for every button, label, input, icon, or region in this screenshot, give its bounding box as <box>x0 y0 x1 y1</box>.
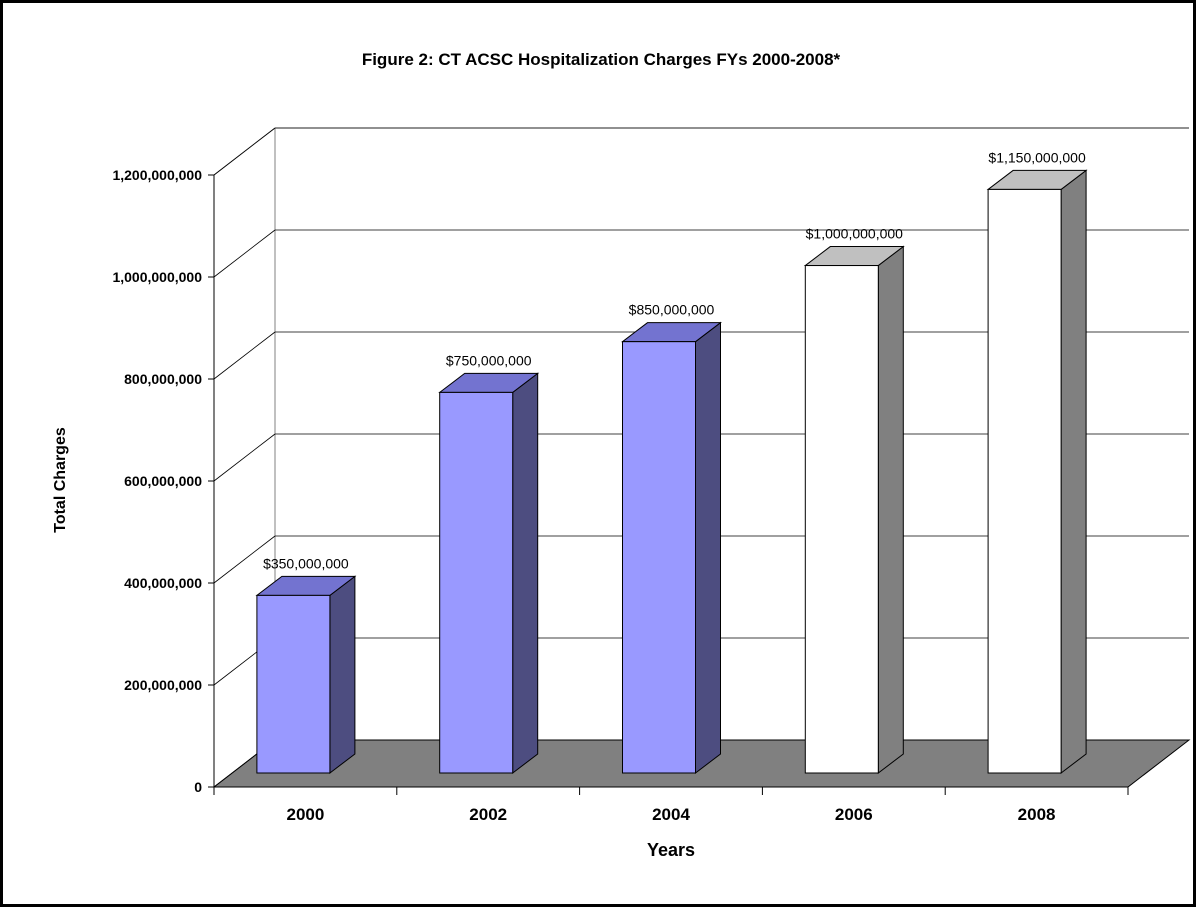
bar-2004 <box>621 321 722 775</box>
gridline-side <box>213 229 276 278</box>
y-tick-label: 1,200,000,000 <box>112 167 202 183</box>
bar-front <box>439 391 514 774</box>
y-tick-label: 600,000,000 <box>124 473 202 489</box>
bar-2008 <box>986 169 1088 775</box>
bar-front <box>987 188 1062 774</box>
bar-2000 <box>255 575 357 775</box>
bar-front <box>256 594 331 774</box>
chart-title: Figure 2: CT ACSC Hospitalization Charge… <box>362 50 841 69</box>
data-label-2000: $350,000,000 <box>263 555 349 571</box>
y-axis-label: Total Charges <box>52 427 69 533</box>
tick-labels: 0 200,000,000 400,000,000 600,000,000 800,00… <box>112 167 1055 824</box>
y-tick-label: 1,000,000,000 <box>112 269 202 285</box>
x-tick-label-2006: 2006 <box>835 805 873 824</box>
bar-front <box>804 265 879 774</box>
gridline-side <box>213 331 276 380</box>
gridline-side <box>213 535 276 584</box>
bar-side <box>512 372 539 775</box>
data-labels: $350,000,000 $750,000,000 $850,000,000 $1,0… <box>263 149 1086 571</box>
x-axis-label: Years <box>647 840 695 860</box>
gridline-side <box>213 433 276 482</box>
data-label-2002: $750,000,000 <box>446 352 532 368</box>
axes <box>208 174 1129 795</box>
y-tick-label: 200,000,000 <box>124 677 202 693</box>
data-label-2008: $1,150,000,000 <box>988 149 1086 165</box>
bar-front <box>622 341 696 774</box>
bar-chart: $350,000,000 $750,000,000 $850,000,000 $1,0… <box>52 50 1191 860</box>
bar-2002 <box>438 372 540 775</box>
x-tick-label-2000: 2000 <box>286 805 324 824</box>
bar-side <box>877 245 904 775</box>
bar-side <box>695 321 721 775</box>
x-tick-label-2002: 2002 <box>469 805 507 824</box>
data-label-2004: $850,000,000 <box>629 302 715 318</box>
gridline-side <box>213 127 276 176</box>
bar-2006 <box>803 245 905 775</box>
x-tick-label-2008: 2008 <box>1018 805 1056 824</box>
y-tick-label: 800,000,000 <box>124 371 202 387</box>
bar-side <box>329 575 356 775</box>
y-tick-label: 400,000,000 <box>124 575 202 591</box>
x-tick-label-2004: 2004 <box>652 805 690 824</box>
bar-side <box>1060 169 1087 775</box>
y-tick-label: 0 <box>194 779 202 795</box>
bars <box>255 169 1088 775</box>
data-label-2006: $1,000,000,000 <box>806 226 904 242</box>
